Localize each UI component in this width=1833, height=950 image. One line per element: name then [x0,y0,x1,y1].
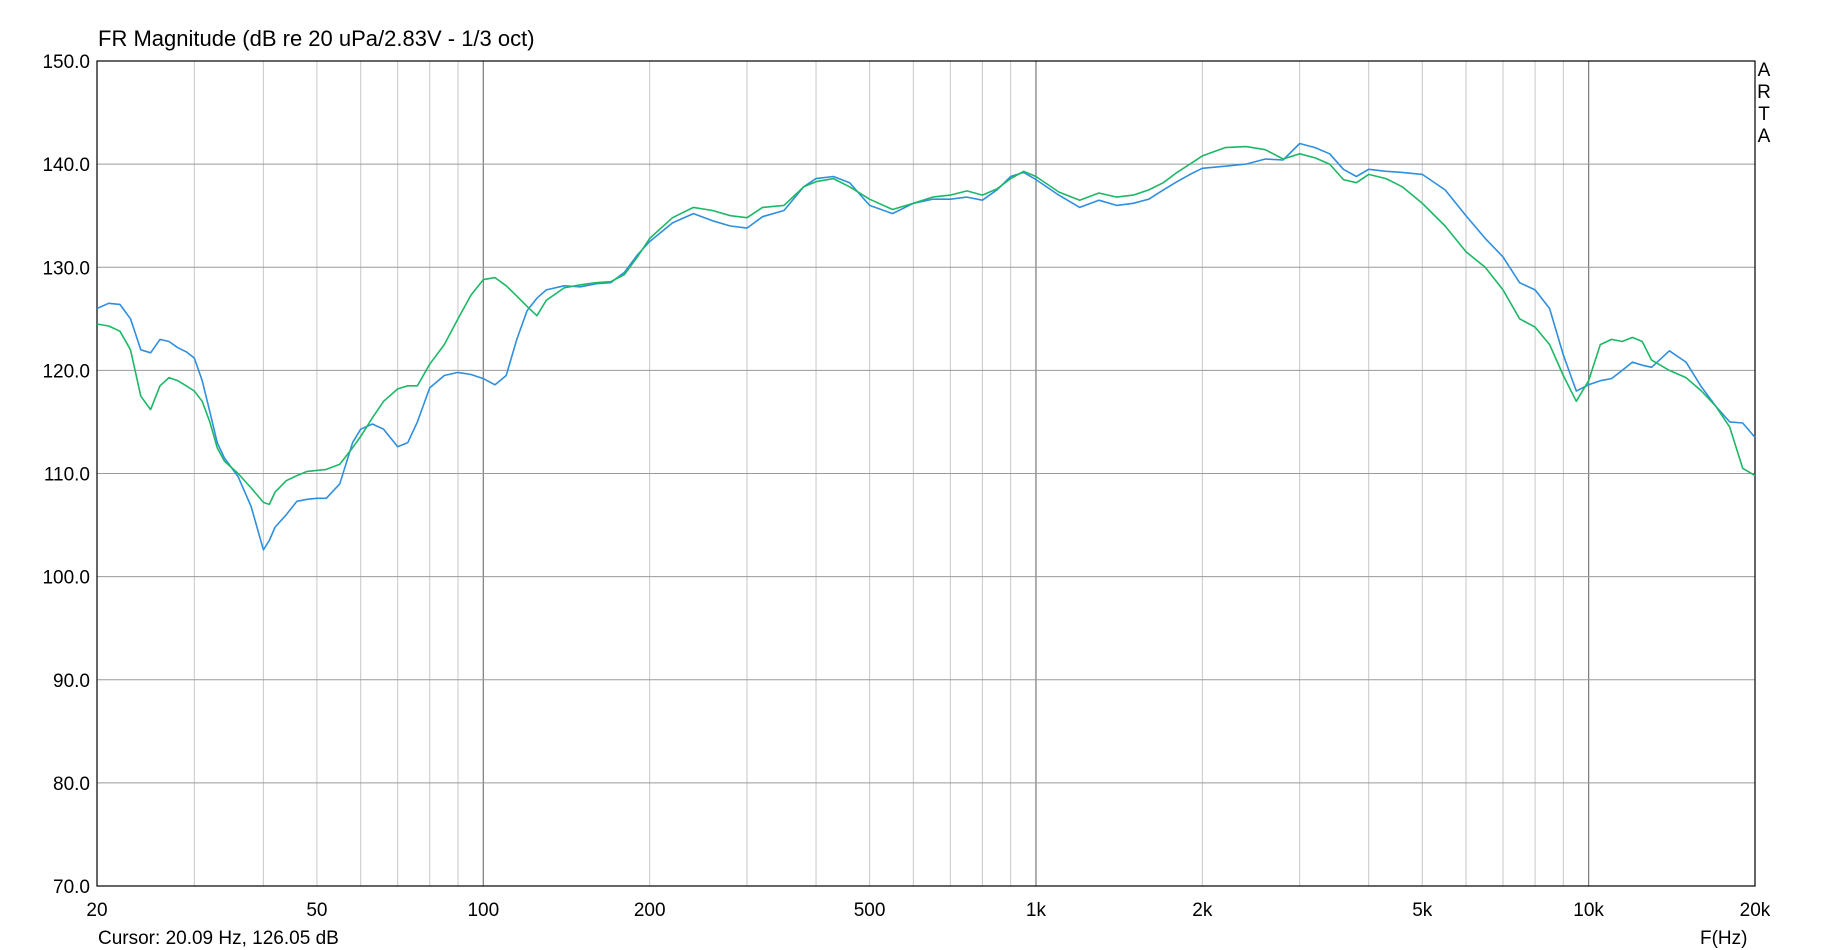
y-tick-label: 140.0 [42,155,90,176]
x-tick-label: 50 [306,900,327,921]
major-grid [97,61,1755,886]
x-tick-label: 1k [1026,900,1047,921]
x-tick-label: 100 [467,900,499,921]
x-tick-label: 5k [1412,900,1433,921]
y-tick-label: 130.0 [42,258,90,279]
x-tick-label: 20k [1740,900,1771,921]
x-tick-label: 10k [1573,900,1604,921]
arta-logo-text: ARTA [1757,60,1771,147]
x-tick-labels: 20 50 100 200 500 1k 2k 5k 10k 20k [86,900,1770,921]
x-axis-unit: F(Hz) [1700,928,1748,949]
series-layer [96,142,1756,551]
y-tick-labels: 70.0 80.0 90.0 100.0 110.0 120.0 130.0 140.0 150… [42,52,90,898]
x-tick-label: 2k [1192,900,1213,921]
x-tick-label: 500 [854,900,886,921]
cursor-readout: Cursor: 20.09 Hz, 126.05 dB [98,928,339,949]
x-tick-label: 20 [86,900,107,921]
y-tick-label: 120.0 [42,361,90,382]
y-tick-label: 80.0 [53,774,90,795]
y-tick-label: 110.0 [44,465,90,486]
x-tick-label: 200 [634,900,666,921]
series-line-2 [96,145,1756,506]
y-tick-label: 150.0 [42,52,90,73]
series-line-1 [96,142,1756,551]
chart-title: FR Magnitude (dB re 20 uPa/2.83V - 1/3 o… [98,26,535,51]
y-tick-label: 70.0 [53,877,90,898]
y-tick-label: 90.0 [53,671,90,692]
y-tick-label: 100.0 [42,568,90,589]
plot-frame [96,60,1756,887]
